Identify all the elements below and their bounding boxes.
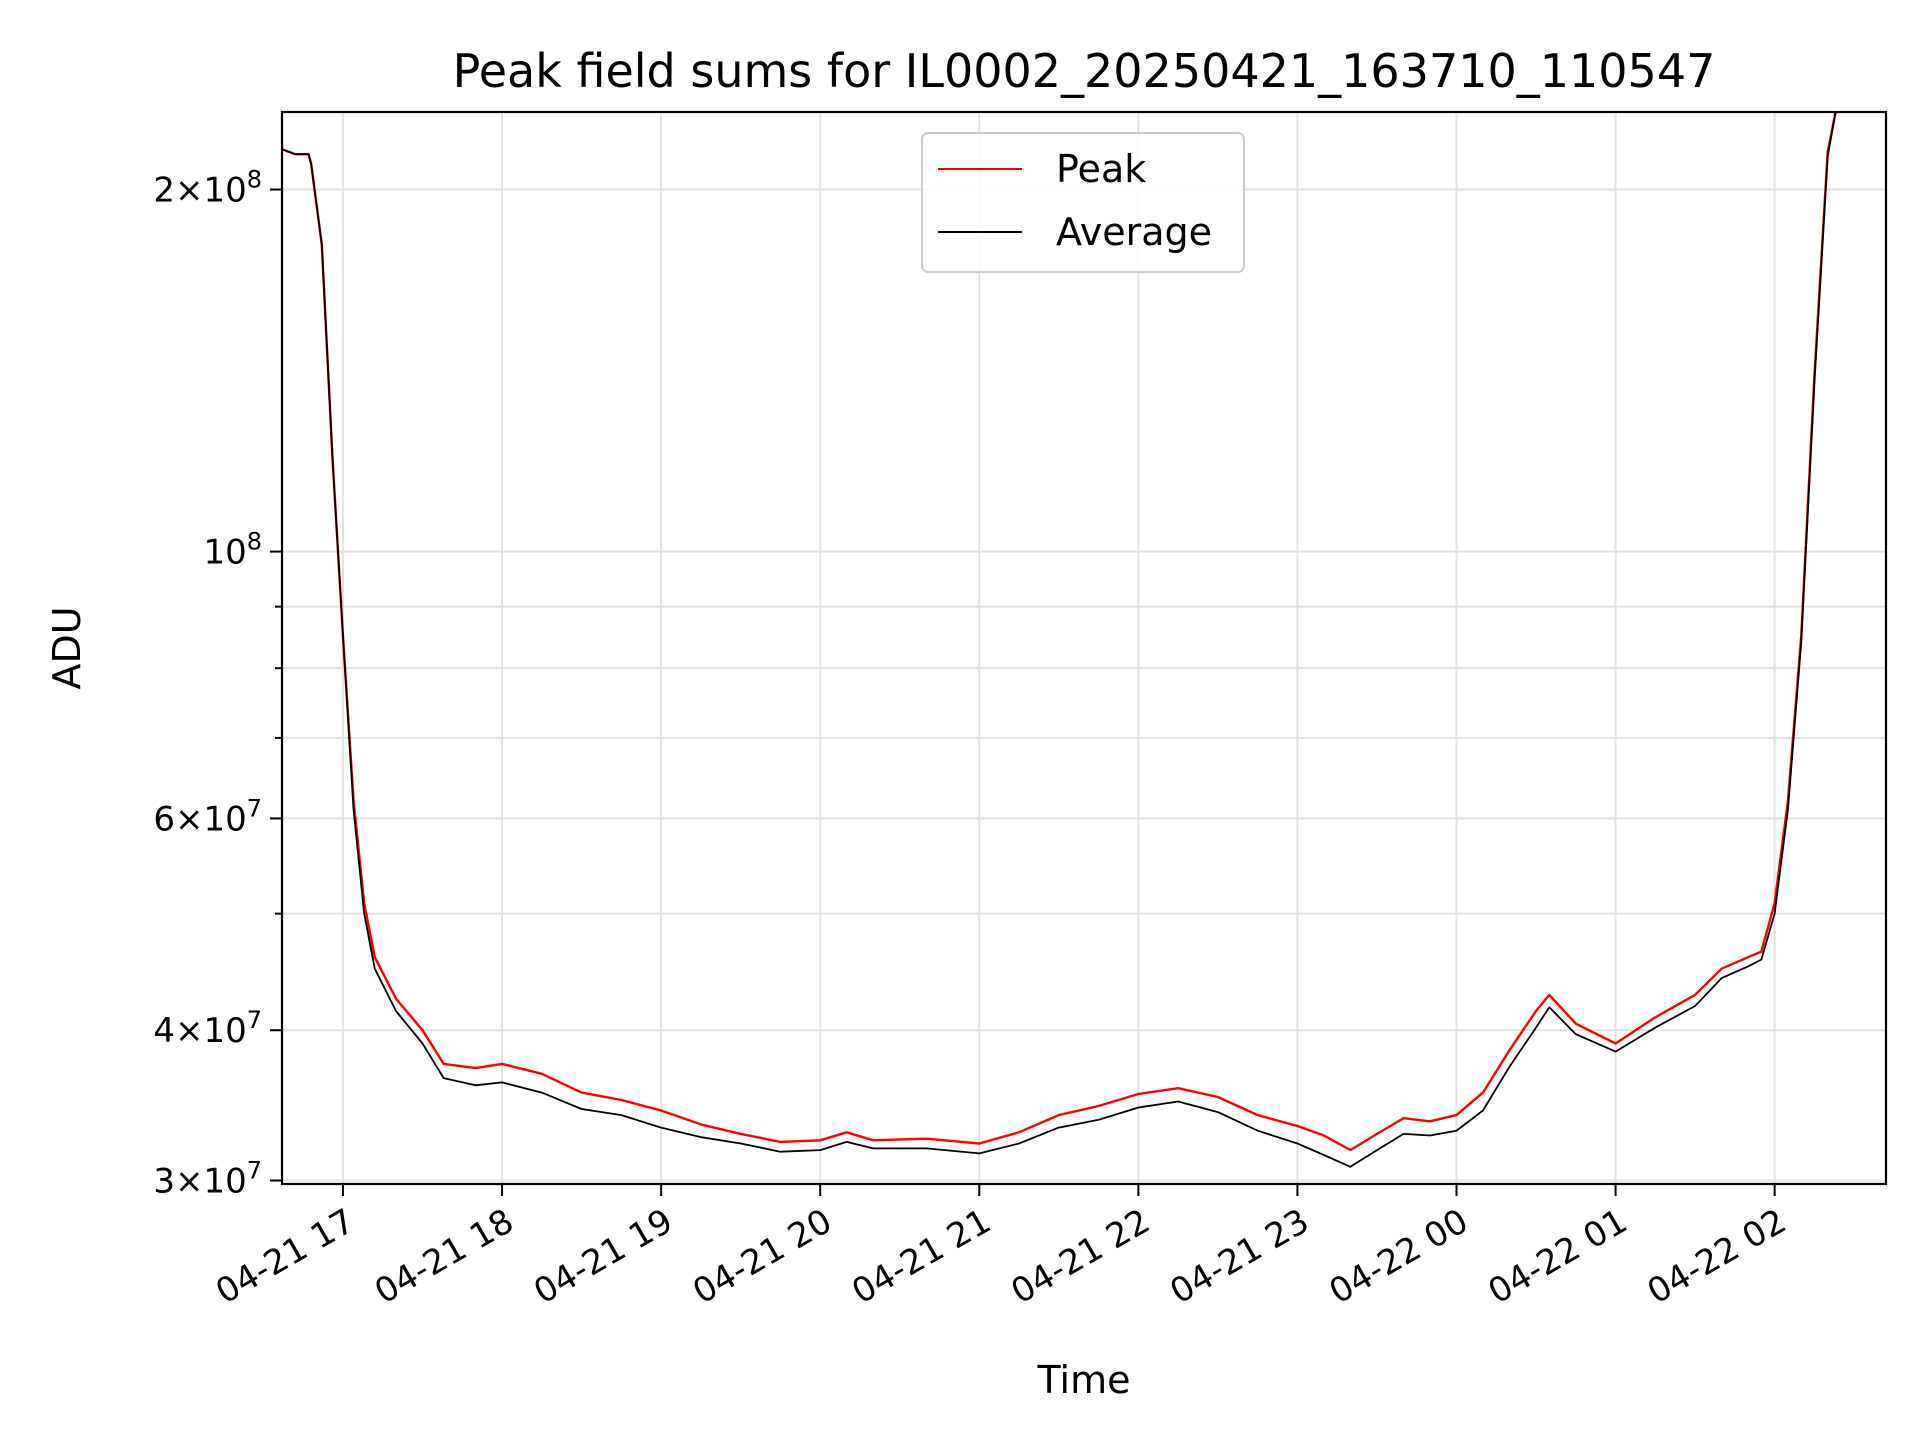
- plot-series: [281, 111, 1837, 1168]
- x-axis-label: Time: [1037, 1358, 1131, 1402]
- y-tick-label: 3×107: [153, 1157, 262, 1202]
- y-tick-label: 2×108: [153, 166, 262, 211]
- y-axis-label: ADU: [45, 606, 89, 689]
- y-tick-label: 4×107: [153, 1006, 262, 1051]
- legend: Peak Average: [921, 132, 1245, 273]
- legend-average-label: Average: [1056, 210, 1212, 254]
- y-tick-label: 6×107: [153, 794, 262, 839]
- chart-title: Peak field sums for IL0002_20250421_1637…: [453, 44, 1716, 98]
- series-average-line: [281, 111, 1837, 1168]
- legend-box: [921, 132, 1245, 273]
- plot-frame: [280, 110, 1888, 1186]
- legend-peak-label: Peak: [1056, 147, 1146, 191]
- series-peak-line: [281, 111, 1837, 1152]
- y-tick-label: 108: [203, 528, 262, 573]
- y-axis: 3×107 4×107 6×107 108 2×108: [153, 166, 282, 1202]
